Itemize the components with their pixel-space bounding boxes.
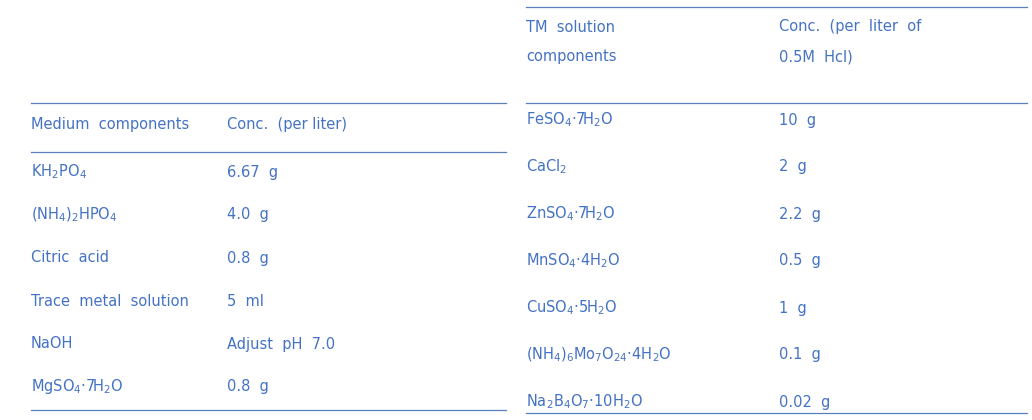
Text: FeSO$_4$·7H$_2$O: FeSO$_4$·7H$_2$O (526, 110, 614, 129)
Text: 0.8  g: 0.8 g (227, 380, 269, 394)
Text: Conc.  (per  liter  of: Conc. (per liter of (779, 19, 922, 34)
Text: 0.8  g: 0.8 g (227, 250, 269, 265)
Text: 0.5M  Hcl): 0.5M Hcl) (779, 50, 852, 65)
Text: KH$_2$PO$_4$: KH$_2$PO$_4$ (31, 163, 87, 181)
Text: NaOH: NaOH (31, 336, 73, 352)
Text: 0.02  g: 0.02 g (779, 394, 831, 410)
Text: Na$_2$B$_4$O$_7$·10H$_2$O: Na$_2$B$_4$O$_7$·10H$_2$O (526, 393, 643, 411)
Text: CaCl$_2$: CaCl$_2$ (526, 158, 568, 176)
Text: 2.2  g: 2.2 g (779, 207, 821, 221)
Text: 0.1  g: 0.1 g (779, 347, 821, 362)
Text: (NH$_4$)$_2$HPO$_4$: (NH$_4$)$_2$HPO$_4$ (31, 206, 118, 224)
Text: Trace  metal  solution: Trace metal solution (31, 294, 189, 309)
Text: MnSO$_4$·4H$_2$O: MnSO$_4$·4H$_2$O (526, 252, 621, 270)
Text: 6.67  g: 6.67 g (227, 165, 279, 179)
Text: components: components (526, 50, 617, 65)
Text: 1  g: 1 g (779, 300, 807, 315)
Text: Conc.  (per liter): Conc. (per liter) (227, 118, 347, 132)
Text: 0.5  g: 0.5 g (779, 254, 821, 268)
Text: Adjust  pH  7.0: Adjust pH 7.0 (227, 336, 335, 352)
Text: TM  solution: TM solution (526, 19, 615, 34)
Text: Medium  components: Medium components (31, 118, 189, 132)
Text: MgSO$_4$·7H$_2$O: MgSO$_4$·7H$_2$O (31, 378, 123, 396)
Text: Citric  acid: Citric acid (31, 250, 109, 265)
Text: (NH$_4$)$_6$Mo$_7$O$_{24}$·4H$_2$O: (NH$_4$)$_6$Mo$_7$O$_{24}$·4H$_2$O (526, 346, 672, 364)
Text: CuSO$_4$·5H$_2$O: CuSO$_4$·5H$_2$O (526, 299, 618, 318)
Text: 5  ml: 5 ml (227, 294, 264, 309)
Text: 2  g: 2 g (779, 160, 807, 174)
Text: 10  g: 10 g (779, 113, 816, 128)
Text: 4.0  g: 4.0 g (227, 207, 269, 223)
Text: ZnSO$_4$·7H$_2$O: ZnSO$_4$·7H$_2$O (526, 205, 616, 223)
